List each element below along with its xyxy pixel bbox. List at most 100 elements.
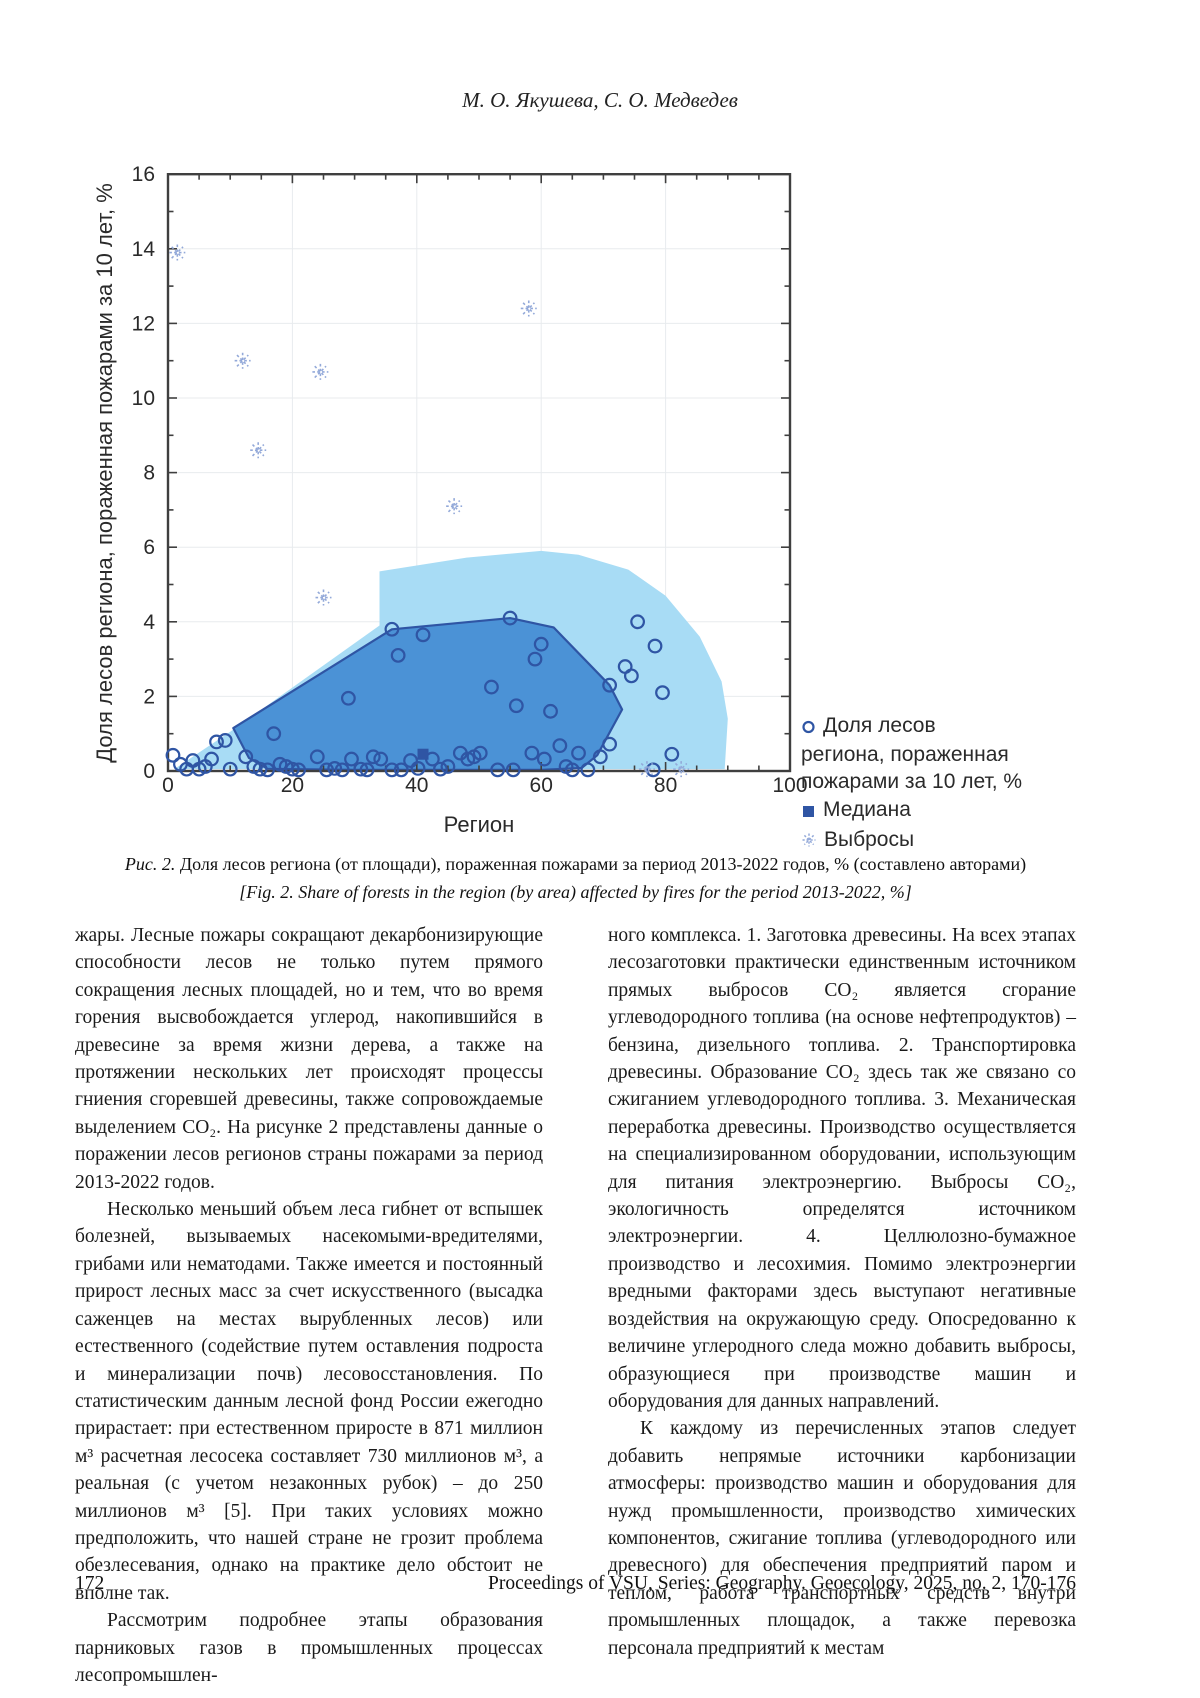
median-marker: [417, 748, 429, 760]
x-axis-title: Регион: [444, 812, 515, 837]
data-point: [393, 762, 409, 778]
data-point: [365, 749, 381, 765]
data-point: [552, 738, 568, 754]
legend-item-outliers: Выбросы: [801, 826, 1023, 855]
data-point: [580, 762, 596, 778]
outlier-marker: [169, 244, 186, 261]
data-point: [623, 668, 639, 684]
paragraph: жары. Лесные пожары сокращают декарбониз…: [75, 925, 543, 1193]
legend-label: Выбросы: [824, 828, 915, 851]
legend-label: Медиана: [823, 798, 911, 821]
y-tick-label: 0: [143, 760, 155, 783]
data-point: [484, 679, 499, 695]
paragraph: ного комплекса. 1. Заготовка древесины. …: [608, 925, 1076, 1412]
data-point: [284, 761, 300, 777]
outlier-marker: [315, 589, 332, 606]
outlier-marker: [673, 761, 690, 778]
figure-caption-ru: Рис. 2. Доля лесов региона (от площади),…: [124, 854, 1027, 874]
data-point: [630, 614, 646, 630]
asterisk-marker-icon: [801, 828, 817, 855]
data-point: [403, 753, 418, 768]
x-tick-label: 0: [162, 774, 174, 797]
data-point: [327, 760, 343, 776]
data-point: [309, 749, 325, 765]
data-point: [508, 698, 524, 714]
outlier-marker: [520, 300, 537, 317]
paragraph: Рассмотрим подробнее этапы образования п…: [75, 1610, 543, 1686]
data-point: [505, 762, 521, 778]
figure-label-en: [Fig. 2.: [239, 882, 294, 902]
data-point: [536, 751, 552, 767]
scatter-chart: 0 20 40 60 80 100 0 2 4 6 8 10 12 14 16 Регион Доля лесо…: [92, 163, 808, 837]
data-point: [664, 746, 680, 762]
data-point: [472, 745, 488, 761]
figure-caption-en: [Fig. 2. Share of forests in the region …: [239, 882, 912, 902]
data-point: [291, 762, 307, 778]
outlier-marker: [250, 442, 267, 459]
page-number: 172: [75, 1573, 105, 1594]
square-marker-icon: [801, 798, 816, 825]
data-point: [260, 762, 275, 778]
data-point: [415, 627, 431, 643]
data-point: [490, 762, 506, 778]
legend-item-share: Доля лесов региона, пораженная пожарами …: [801, 712, 1023, 795]
y-tick-label: 16: [132, 163, 155, 186]
x-tick-label: 20: [281, 774, 304, 797]
data-point: [209, 734, 224, 750]
data-point: [543, 703, 558, 719]
data-point: [410, 760, 426, 776]
journal-line: Proceedings of VSU, Series: Geography. G…: [488, 1573, 1076, 1594]
paragraph: Несколько меньший объем леса гибнет от в…: [75, 1199, 543, 1604]
data-point: [592, 749, 608, 765]
outlier-marker: [312, 363, 329, 380]
data-point: [502, 610, 518, 626]
data-point: [533, 636, 549, 652]
data-point: [373, 751, 389, 767]
article-body: жары. Лесные пожары сокращают декарбониз…: [75, 922, 1076, 1689]
data-point: [344, 751, 359, 767]
data-point: [390, 647, 406, 663]
y-tick-label: 8: [143, 462, 155, 485]
text-column-left: жары. Лесные пожары сокращают декарбониз…: [75, 922, 543, 1689]
data-point: [272, 756, 288, 772]
data-point: [353, 761, 369, 777]
data-point: [359, 762, 375, 778]
circle-marker-icon: [801, 714, 816, 741]
data-point: [238, 749, 254, 765]
data-point: [217, 733, 233, 748]
data-point: [384, 621, 400, 637]
x-tick-label: 100: [772, 774, 807, 797]
y-tick-label: 2: [143, 685, 155, 708]
page-footer: 172 Proceedings of VSU, Series: Geograph…: [75, 1573, 1076, 1595]
y-tick-label: 10: [132, 387, 155, 410]
data-point: [527, 651, 543, 667]
data-point: [564, 762, 580, 778]
y-axis-title: Доля лесов региона, пораженная пожарами …: [92, 183, 117, 763]
y-tick-label: 14: [132, 238, 156, 261]
data-point: [655, 685, 670, 701]
data-point: [647, 638, 663, 654]
chart-legend: Доля лесов региона, пораженная пожарами …: [801, 712, 1023, 855]
data-point: [602, 677, 618, 693]
y-tick-label: 4: [143, 611, 155, 634]
data-point: [222, 761, 238, 777]
data-point: [252, 761, 268, 777]
legend-item-median: Медиана: [801, 796, 1023, 825]
outlier-marker: [446, 498, 463, 515]
text-column-right: ного комплекса. 1. Заготовка древесины. …: [608, 922, 1076, 1689]
data-point: [440, 759, 456, 774]
data-point: [334, 762, 350, 778]
data-point: [433, 761, 448, 777]
page-header-authors: М. О. Якушева, С. О. Медведев: [462, 88, 738, 112]
x-tick-label: 60: [530, 774, 553, 797]
data-point: [524, 745, 540, 761]
data-point: [266, 726, 282, 742]
data-point: [460, 751, 476, 767]
x-tick-label: 80: [654, 774, 677, 797]
data-point: [165, 747, 181, 763]
y-tick-label: 12: [132, 312, 155, 335]
inner-hull-polygon: [232, 617, 624, 772]
data-point: [571, 745, 586, 761]
x-tick-label: 40: [405, 774, 428, 797]
data-point: [602, 736, 618, 752]
